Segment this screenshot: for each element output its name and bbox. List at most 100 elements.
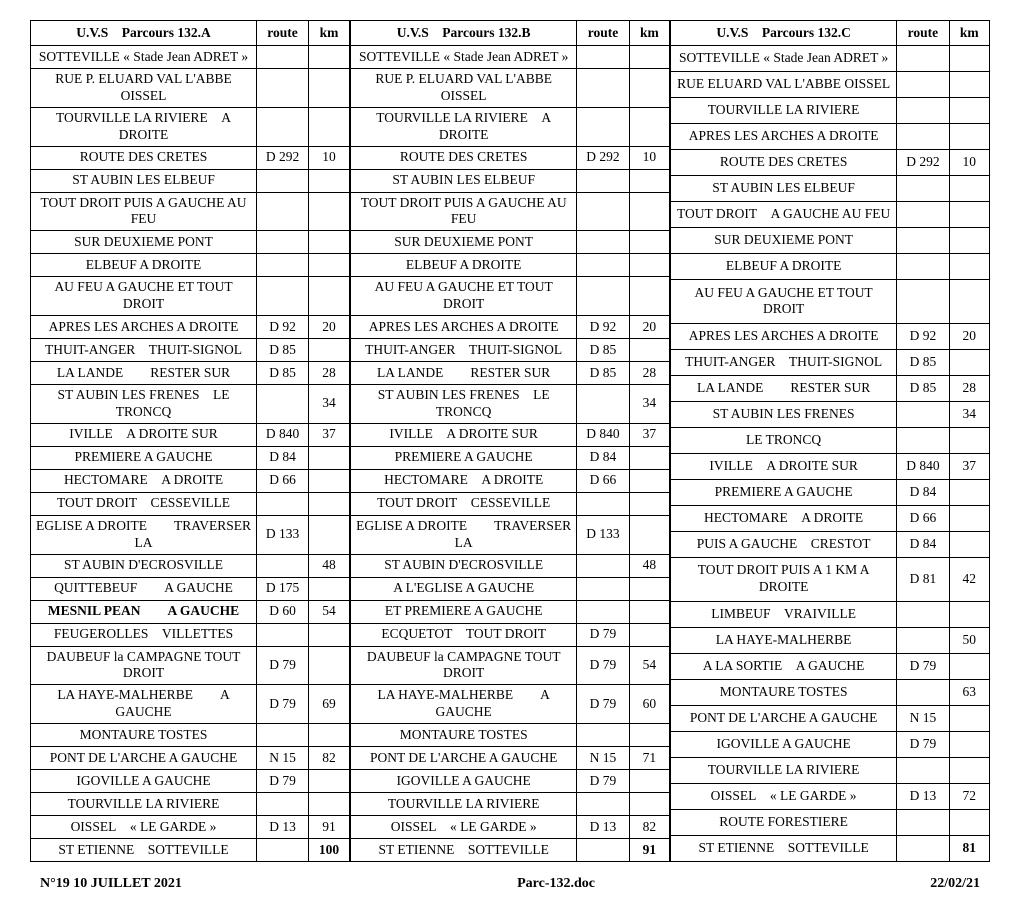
cell-desc: LA LANDE RESTER SUR <box>351 362 577 385</box>
cell-km: 37 <box>629 423 669 446</box>
cell-desc: SOTTEVILLE « Stade Jean ADRET » <box>351 46 577 69</box>
cell-route: N 15 <box>257 747 309 770</box>
table-row: ST AUBIN LES FRENES34 <box>671 401 990 427</box>
table-row: THUIT-ANGER THUIT-SIGNOLD 85 <box>351 339 670 362</box>
cell-route <box>897 809 949 835</box>
cell-desc: SUR DEUXIEME PONT <box>351 231 577 254</box>
table-row: PONT DE L'ARCHE A GAUCHEN 1571 <box>351 747 670 770</box>
cell-route: D 840 <box>257 423 309 446</box>
cell-route <box>577 107 629 146</box>
cell-route: D 79 <box>577 770 629 793</box>
cell-km: 10 <box>309 146 350 169</box>
cell-route <box>257 254 309 277</box>
cell-km <box>309 339 350 362</box>
cell-desc: APRES LES ARCHES A DROITE <box>351 316 577 339</box>
cell-route <box>577 254 629 277</box>
table-row: HECTOMARE A DROITED 66 <box>31 469 350 492</box>
cell-km: 37 <box>309 423 350 446</box>
cell-route: D 85 <box>897 375 949 401</box>
cell-desc: PONT DE L'ARCHE A GAUCHE <box>351 747 577 770</box>
cell-km: 28 <box>949 375 989 401</box>
cell-route <box>257 492 309 515</box>
cell-route <box>577 577 629 600</box>
cell-route <box>897 124 949 150</box>
cell-route <box>257 724 309 747</box>
cell-km <box>309 577 350 600</box>
cell-km: 28 <box>309 362 350 385</box>
table-row: IGOVILLE A GAUCHED 79 <box>671 731 990 757</box>
cell-desc: IGOVILLE A GAUCHE <box>671 731 897 757</box>
table-row: APRES LES ARCHES A DROITED 9220 <box>31 316 350 339</box>
cell-route <box>257 839 309 862</box>
cell-desc: HECTOMARE A DROITE <box>31 469 257 492</box>
cell-route: D 79 <box>257 770 309 793</box>
table-row: ST AUBIN LES ELBEUF <box>351 169 670 192</box>
cell-route <box>897 98 949 124</box>
cell-km <box>309 724 350 747</box>
cell-km <box>309 793 350 816</box>
cell-km: 60 <box>629 685 669 724</box>
cell-km <box>629 446 669 469</box>
cell-route <box>257 69 309 108</box>
cell-route <box>257 107 309 146</box>
cell-route <box>897 176 949 202</box>
cell-route: D 175 <box>257 577 309 600</box>
footer: N°19 10 JUILLET 2021 Parc-132.doc 22/02/… <box>30 876 990 892</box>
cell-km <box>629 69 669 108</box>
cell-route: D 79 <box>257 646 309 685</box>
table-header-title: U.V.S Parcours 132.A <box>31 21 257 46</box>
route-table-2: U.V.S Parcours 132.CroutekmSOTTEVILLE « … <box>670 20 990 862</box>
table-row: LIMBEUF VRAIVILLE <box>671 601 990 627</box>
cell-desc: ROUTE DES CRETES <box>671 150 897 176</box>
cell-km: 50 <box>949 627 989 653</box>
cell-route <box>577 385 629 424</box>
table-header-km: km <box>309 21 350 46</box>
cell-desc: ST AUBIN D'ECROSVILLE <box>31 554 257 577</box>
table-row: AU FEU A GAUCHE ET TOUT DROIT <box>351 277 670 316</box>
cell-km <box>949 705 989 731</box>
cell-desc: LA LANDE RESTER SUR <box>31 362 257 385</box>
table-row: ST AUBIN D'ECROSVILLE48 <box>351 554 670 577</box>
cell-desc: ELBEUF A DROITE <box>671 254 897 280</box>
cell-route <box>897 46 949 72</box>
table-row: ST AUBIN D'ECROSVILLE48 <box>31 554 350 577</box>
cell-desc: LA LANDE RESTER SUR <box>671 375 897 401</box>
table-row: ROUTE DES CRETESD 29210 <box>351 146 670 169</box>
cell-route <box>577 46 629 69</box>
cell-km: 100 <box>309 839 350 862</box>
table-row: IVILLE A DROITE SURD 84037 <box>31 423 350 446</box>
table-row: LA LANDE RESTER SURD 8528 <box>351 362 670 385</box>
cell-km <box>629 469 669 492</box>
cell-km <box>629 231 669 254</box>
table-row: TOURVILLE LA RIVIERE <box>31 793 350 816</box>
cell-desc: OISSEL « LE GARDE » <box>31 816 257 839</box>
cell-km: 28 <box>629 362 669 385</box>
cell-route <box>577 492 629 515</box>
cell-route <box>257 793 309 816</box>
cell-route <box>897 835 949 861</box>
cell-km <box>949 757 989 783</box>
cell-km <box>309 254 350 277</box>
cell-desc: TOURVILLE LA RIVIERE A DROITE <box>351 107 577 146</box>
cell-desc: HECTOMARE A DROITE <box>351 469 577 492</box>
table-row: ST AUBIN LES FRENES LE TRONCQ34 <box>31 385 350 424</box>
cell-km: 48 <box>629 554 669 577</box>
cell-desc: A L'EGLISE A GAUCHE <box>351 577 577 600</box>
table-row: RUE P. ELUARD VAL L'ABBE OISSEL <box>351 69 670 108</box>
table-row: LA HAYE-MALHERBE A GAUCHED 7960 <box>351 685 670 724</box>
cell-desc: A LA SORTIE A GAUCHE <box>671 653 897 679</box>
cell-route: D 92 <box>577 316 629 339</box>
cell-route: D 292 <box>897 150 949 176</box>
cell-route: D 79 <box>257 685 309 724</box>
cell-km <box>309 469 350 492</box>
table-row: SOTTEVILLE « Stade Jean ADRET » <box>671 46 990 72</box>
cell-route: D 79 <box>577 685 629 724</box>
cell-route: D 66 <box>897 505 949 531</box>
table-row: ROUTE DES CRETESD 29210 <box>31 146 350 169</box>
cell-desc: TOURVILLE LA RIVIERE A DROITE <box>31 107 257 146</box>
cell-km <box>949 46 989 72</box>
cell-km: 20 <box>949 323 989 349</box>
cell-desc: ST ETIENNE SOTTEVILLE <box>671 835 897 861</box>
cell-route: D 85 <box>577 362 629 385</box>
table-row: ROUTE DES CRETESD 29210 <box>671 150 990 176</box>
